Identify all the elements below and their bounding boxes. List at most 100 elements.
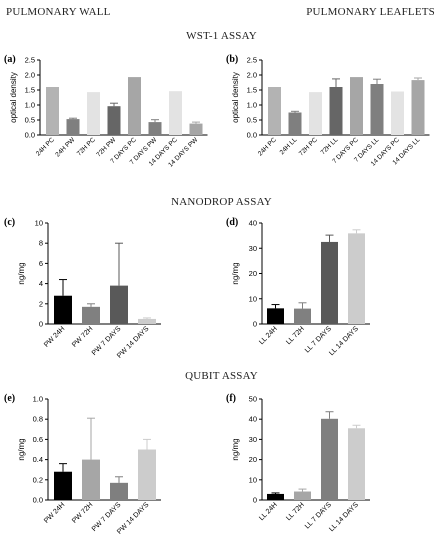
pulmonary-leaflets-header: PULMONARY LEAFLETS	[306, 6, 435, 18]
y-tick-label: 2	[39, 299, 43, 308]
y-tick-label: 0	[253, 320, 257, 329]
bar	[294, 491, 311, 500]
bar	[350, 77, 363, 135]
x-tick-label: LL 7 DAYS	[304, 501, 333, 530]
chart-panel-a: (a) 0.0 0.5 1.0 1.5 2.0 2.5 optical density 24H …	[4, 54, 208, 169]
bar	[267, 308, 284, 324]
bar	[309, 92, 322, 135]
y-tick-label: 20	[249, 455, 257, 464]
bar	[87, 92, 100, 135]
panel-letter: (a)	[4, 54, 16, 65]
x-tick-label: PW 72H	[71, 325, 94, 348]
y-tick-label: 2.0	[25, 71, 35, 80]
bar	[288, 112, 302, 135]
x-tick-label: LL 24H	[258, 325, 279, 346]
x-tick-label: PW 24H	[43, 325, 66, 348]
bar	[54, 471, 72, 500]
y-tick-label: 0	[39, 320, 43, 329]
bar	[82, 459, 100, 500]
bar	[46, 87, 59, 135]
bar	[128, 77, 141, 135]
y-tick-label: 1.5	[25, 86, 35, 95]
bar	[329, 87, 343, 135]
panel-letter: (e)	[4, 393, 15, 404]
bar	[66, 119, 80, 135]
y-tick-label: 0.0	[247, 131, 257, 140]
y-tick-label: 1.5	[247, 86, 257, 95]
bar	[82, 306, 100, 324]
bar	[169, 91, 182, 135]
panel-letter: (f)	[226, 393, 236, 404]
bar	[138, 318, 156, 324]
bar	[189, 123, 203, 135]
y-tick-label: 2.5	[25, 56, 35, 65]
y-tick-label: 0.6	[33, 435, 43, 444]
bar	[110, 285, 128, 324]
x-tick-label: LL 24H	[258, 501, 279, 522]
bar	[138, 449, 156, 500]
x-tick-label: PW 24H	[43, 501, 66, 524]
bar	[348, 428, 365, 500]
y-tick-label: 10	[35, 219, 43, 228]
y-tick-label: 30	[249, 435, 257, 444]
y-axis-label: ng/mg	[231, 262, 240, 284]
wst1-section-title: WST-1 ASSAY	[186, 30, 257, 42]
y-axis-label: optical density	[231, 72, 240, 123]
y-axis-label: optical density	[9, 72, 18, 123]
qubit-section-title: QUBIT ASSAY	[185, 370, 258, 382]
y-tick-label: 40	[249, 219, 257, 228]
x-tick-label: 24H PC	[35, 136, 56, 157]
x-tick-label: LL 14 DAYS	[328, 501, 360, 533]
y-tick-label: 8	[39, 239, 43, 248]
bar	[268, 87, 281, 135]
x-tick-label: LL 14 DAYS	[328, 325, 360, 357]
x-tick-label: 72H LL	[320, 136, 340, 156]
x-tick-label: 24H PW	[54, 136, 77, 159]
bar	[391, 91, 404, 135]
y-tick-label: 6	[39, 259, 43, 268]
y-tick-label: 0.4	[33, 455, 43, 464]
pulmonary-wall-header: PULMONARY WALL	[6, 6, 111, 18]
x-tick-label: 72H PC	[298, 136, 319, 157]
x-tick-label: LL 72H	[285, 325, 306, 346]
y-axis-label: ng/mg	[231, 438, 240, 460]
bar	[370, 84, 384, 135]
y-axis-label: ng/mg	[17, 438, 26, 460]
x-tick-label: 24H LL	[279, 136, 299, 156]
y-tick-label: 10	[249, 294, 257, 303]
bar	[321, 418, 338, 500]
bar	[348, 233, 365, 324]
y-tick-label: 10	[249, 475, 257, 484]
y-axis-label: ng/mg	[17, 262, 26, 284]
panel-letter: (b)	[226, 54, 238, 65]
y-tick-label: 1.0	[33, 395, 43, 404]
y-tick-label: 4	[39, 279, 43, 288]
y-tick-label: 2.5	[247, 56, 257, 65]
x-tick-label: LL 7 DAYS	[304, 325, 333, 354]
panel-letter: (d)	[226, 217, 238, 228]
x-tick-label: 24H PC	[257, 136, 278, 157]
panel-letter: (c)	[4, 217, 15, 228]
bar	[411, 80, 425, 135]
y-tick-label: 30	[249, 244, 257, 253]
y-tick-label: 0.0	[25, 131, 35, 140]
y-tick-label: 1.0	[247, 101, 257, 110]
y-tick-label: 0	[253, 496, 257, 505]
x-tick-label: LL 72H	[285, 501, 306, 522]
x-tick-label: PW 72H	[71, 501, 94, 524]
y-tick-label: 40	[249, 415, 257, 424]
y-tick-label: 0.5	[247, 116, 257, 125]
y-tick-label: 0.2	[33, 475, 43, 484]
y-tick-label: 20	[249, 269, 257, 278]
y-tick-label: 2.0	[247, 71, 257, 80]
y-tick-label: 50	[249, 395, 257, 404]
bar	[267, 493, 284, 500]
bar	[54, 295, 72, 324]
bar	[321, 241, 338, 324]
y-tick-label: 0.0	[33, 496, 43, 505]
bar	[294, 308, 311, 324]
